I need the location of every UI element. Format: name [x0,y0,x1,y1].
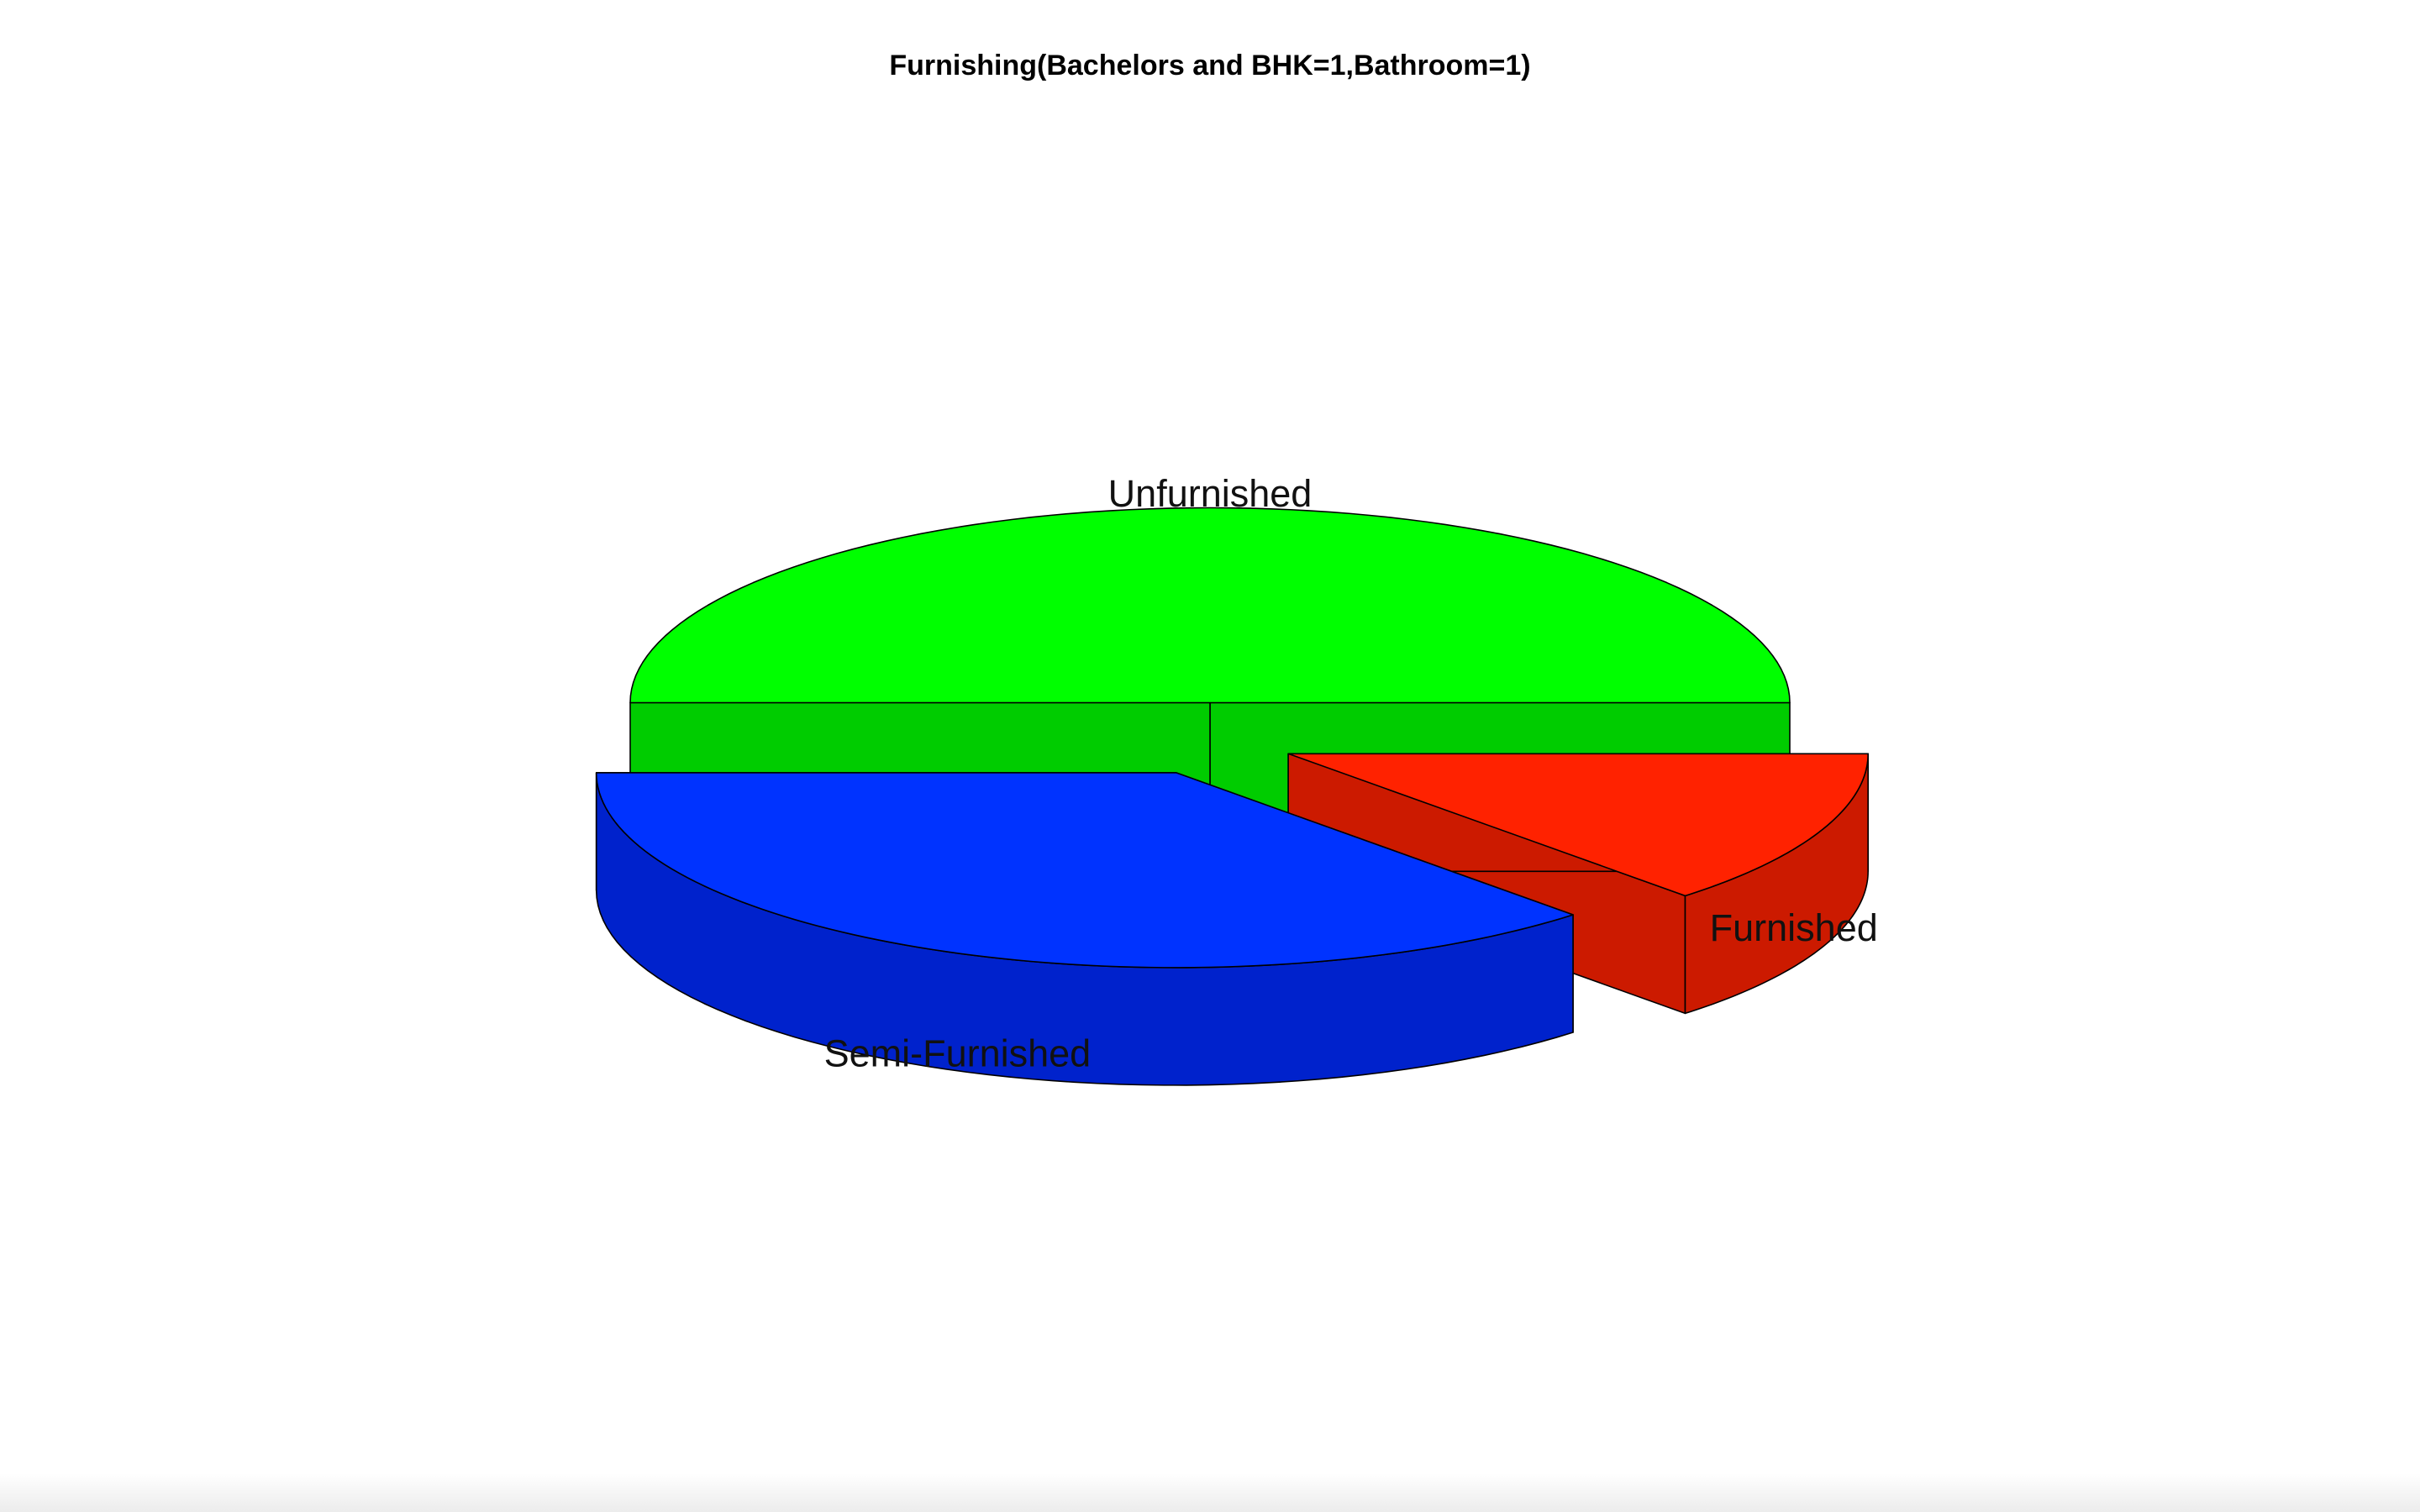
slice-furnished-top [1287,753,1869,897]
chart-title: Furnishing(Bachelors and BHK=1,Bathroom=… [889,50,1530,81]
slice-unfurnished-top [629,507,1791,704]
label-semi-furnished: Semi-Furnished [824,1032,1092,1075]
label-furnished: Furnished [1710,906,1878,949]
slices-layer [595,507,1869,1086]
bottom-edge-shadow [0,1473,2420,1512]
slice-semi-furnished [595,772,1574,1086]
slice-semi-furnished-top [595,772,1574,969]
label-unfurnished: Unfurnished [1108,472,1313,515]
labels-layer: Unfurnished Semi-Furnished Furnished [824,472,1878,1075]
